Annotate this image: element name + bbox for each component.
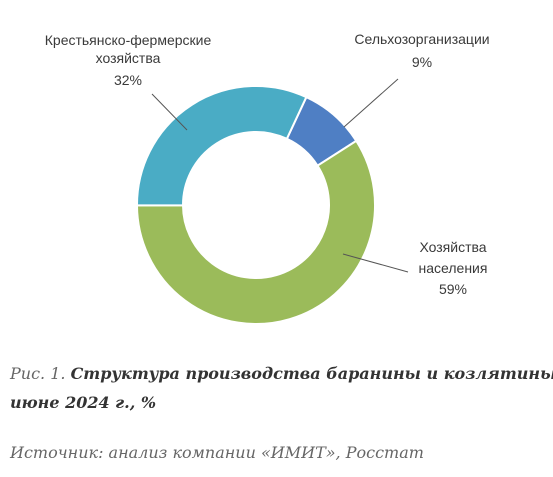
leader-line-selhoz bbox=[343, 78, 399, 128]
caption-line-1: Рис. 1. Структура производства баранины … bbox=[10, 359, 553, 388]
leader-line-naselenie bbox=[342, 253, 409, 273]
slice-label-naselenie-line1: Хозяйства bbox=[419, 239, 486, 255]
caption-title-line1: Структура производства баранины и козлят… bbox=[70, 364, 553, 383]
caption-line-2: июне 2024 г., % bbox=[10, 388, 553, 417]
donut-chart: Сельхозорганизации 9% Хозяйства населени… bbox=[45, 31, 490, 325]
slice-label-naselenie: Хозяйства населения 59% bbox=[419, 239, 488, 297]
caption-prefix: Рис. 1. bbox=[10, 364, 66, 383]
slice-label-kfh-line2: хозяйства bbox=[96, 50, 161, 66]
slice-label-kfh-line1: Крестьянско-фермерские bbox=[45, 32, 212, 48]
slice-kfh bbox=[136, 85, 308, 207]
slice-label-kfh: Крестьянско-фермерские хозяйства 32% bbox=[45, 32, 212, 88]
slice-value-kfh: 32% bbox=[114, 72, 142, 88]
source-note: Источник: анализ компании «ИМИТ», Росста… bbox=[10, 443, 424, 462]
slice-label-selhoz-name: Сельхозорганизации bbox=[354, 31, 489, 47]
slice-naselenie bbox=[135, 139, 376, 325]
caption-title-line2: июне 2024 г., % bbox=[10, 393, 157, 412]
leader-line-kfh bbox=[151, 93, 188, 131]
figure-caption: Рис. 1. Структура производства баранины … bbox=[10, 359, 553, 417]
slice-value-naselenie: 59% bbox=[439, 281, 467, 297]
slice-label-selhoz: Сельхозорганизации 9% bbox=[354, 31, 489, 70]
slice-label-naselenie-line2: населения bbox=[419, 260, 488, 276]
slice-value-selhoz: 9% bbox=[412, 54, 432, 70]
